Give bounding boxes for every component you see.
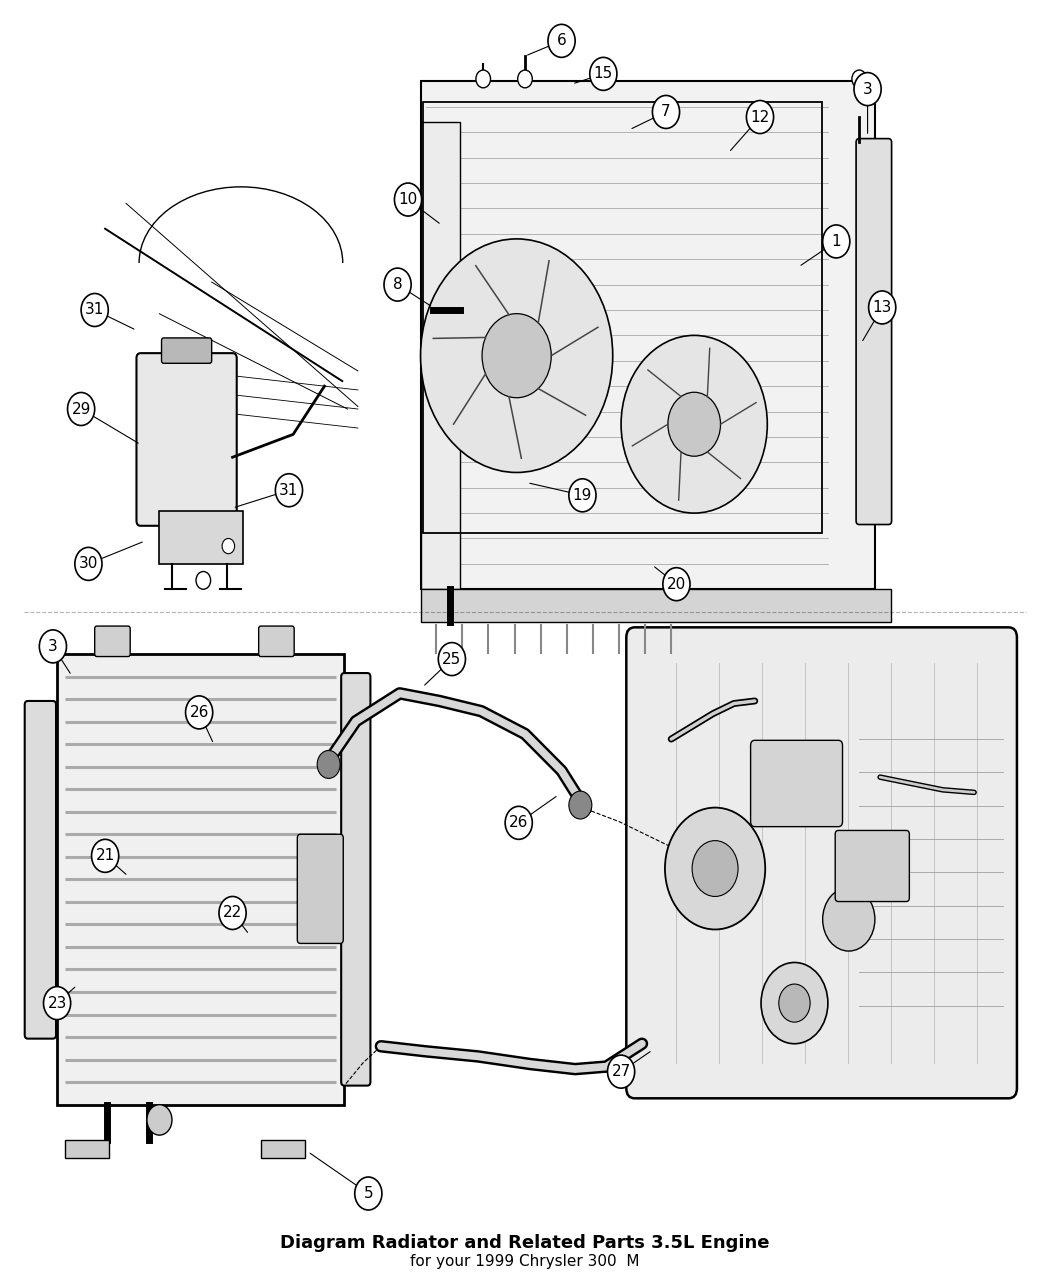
- Text: 31: 31: [279, 483, 298, 497]
- Circle shape: [505, 806, 532, 839]
- Text: 5: 5: [363, 1186, 373, 1201]
- Circle shape: [91, 839, 119, 872]
- Text: Diagram Radiator and Related Parts 3.5L Engine: Diagram Radiator and Related Parts 3.5L …: [280, 1234, 770, 1252]
- Text: for your 1999 Chrysler 300  M: for your 1999 Chrysler 300 M: [411, 1253, 639, 1269]
- Circle shape: [747, 101, 774, 134]
- Text: 27: 27: [611, 1065, 631, 1079]
- FancyBboxPatch shape: [751, 741, 842, 826]
- FancyBboxPatch shape: [626, 627, 1017, 1098]
- Circle shape: [652, 96, 679, 129]
- Circle shape: [67, 393, 94, 426]
- Circle shape: [590, 57, 617, 91]
- Circle shape: [186, 696, 213, 729]
- Text: 31: 31: [85, 302, 104, 317]
- Text: 3: 3: [48, 639, 58, 654]
- Circle shape: [822, 887, 875, 951]
- Circle shape: [317, 751, 340, 779]
- FancyBboxPatch shape: [260, 1140, 304, 1158]
- Text: 22: 22: [223, 905, 243, 921]
- Text: 20: 20: [667, 576, 686, 592]
- Circle shape: [692, 840, 738, 896]
- Circle shape: [822, 224, 849, 258]
- FancyBboxPatch shape: [341, 673, 371, 1085]
- Text: 30: 30: [79, 556, 98, 571]
- Circle shape: [668, 393, 720, 456]
- FancyBboxPatch shape: [421, 82, 875, 589]
- Circle shape: [622, 335, 768, 513]
- Circle shape: [223, 538, 234, 553]
- Circle shape: [852, 70, 866, 88]
- FancyBboxPatch shape: [856, 139, 891, 524]
- Text: 15: 15: [593, 66, 613, 82]
- Circle shape: [663, 567, 690, 601]
- FancyBboxPatch shape: [25, 701, 56, 1039]
- Circle shape: [355, 1177, 382, 1210]
- FancyBboxPatch shape: [421, 589, 890, 622]
- Circle shape: [476, 70, 490, 88]
- Circle shape: [548, 24, 575, 57]
- Circle shape: [761, 963, 827, 1044]
- Text: 7: 7: [662, 105, 671, 120]
- FancyBboxPatch shape: [57, 654, 344, 1104]
- Text: 10: 10: [398, 193, 418, 207]
- Circle shape: [219, 896, 246, 929]
- Text: 3: 3: [863, 82, 873, 97]
- Circle shape: [438, 643, 465, 676]
- Circle shape: [868, 291, 896, 324]
- Circle shape: [569, 479, 596, 511]
- Text: 6: 6: [556, 33, 566, 48]
- Text: 26: 26: [189, 705, 209, 720]
- Text: 26: 26: [509, 815, 528, 830]
- Circle shape: [854, 73, 881, 106]
- FancyBboxPatch shape: [160, 510, 243, 564]
- FancyBboxPatch shape: [162, 338, 212, 363]
- FancyBboxPatch shape: [835, 830, 909, 901]
- Circle shape: [569, 790, 592, 819]
- Text: 23: 23: [47, 996, 67, 1011]
- Circle shape: [39, 630, 66, 663]
- FancyBboxPatch shape: [258, 626, 294, 657]
- FancyBboxPatch shape: [421, 122, 460, 589]
- Text: 21: 21: [96, 848, 114, 863]
- Circle shape: [665, 807, 765, 929]
- Circle shape: [779, 984, 811, 1023]
- Text: 12: 12: [751, 110, 770, 125]
- Circle shape: [147, 1104, 172, 1135]
- FancyBboxPatch shape: [94, 626, 130, 657]
- Text: 25: 25: [442, 652, 462, 667]
- FancyBboxPatch shape: [136, 353, 236, 525]
- Circle shape: [275, 474, 302, 506]
- Circle shape: [608, 1056, 634, 1088]
- Circle shape: [421, 238, 613, 473]
- Text: 8: 8: [393, 277, 402, 292]
- Text: 19: 19: [572, 488, 592, 502]
- FancyBboxPatch shape: [297, 834, 343, 944]
- Circle shape: [518, 70, 532, 88]
- Text: 1: 1: [832, 233, 841, 249]
- FancyBboxPatch shape: [65, 1140, 109, 1158]
- Circle shape: [482, 314, 551, 398]
- Circle shape: [395, 184, 422, 215]
- Circle shape: [43, 987, 70, 1020]
- Circle shape: [75, 547, 102, 580]
- Text: 29: 29: [71, 402, 90, 417]
- Text: 13: 13: [873, 300, 891, 315]
- Circle shape: [196, 571, 211, 589]
- Circle shape: [384, 268, 412, 301]
- Circle shape: [81, 293, 108, 326]
